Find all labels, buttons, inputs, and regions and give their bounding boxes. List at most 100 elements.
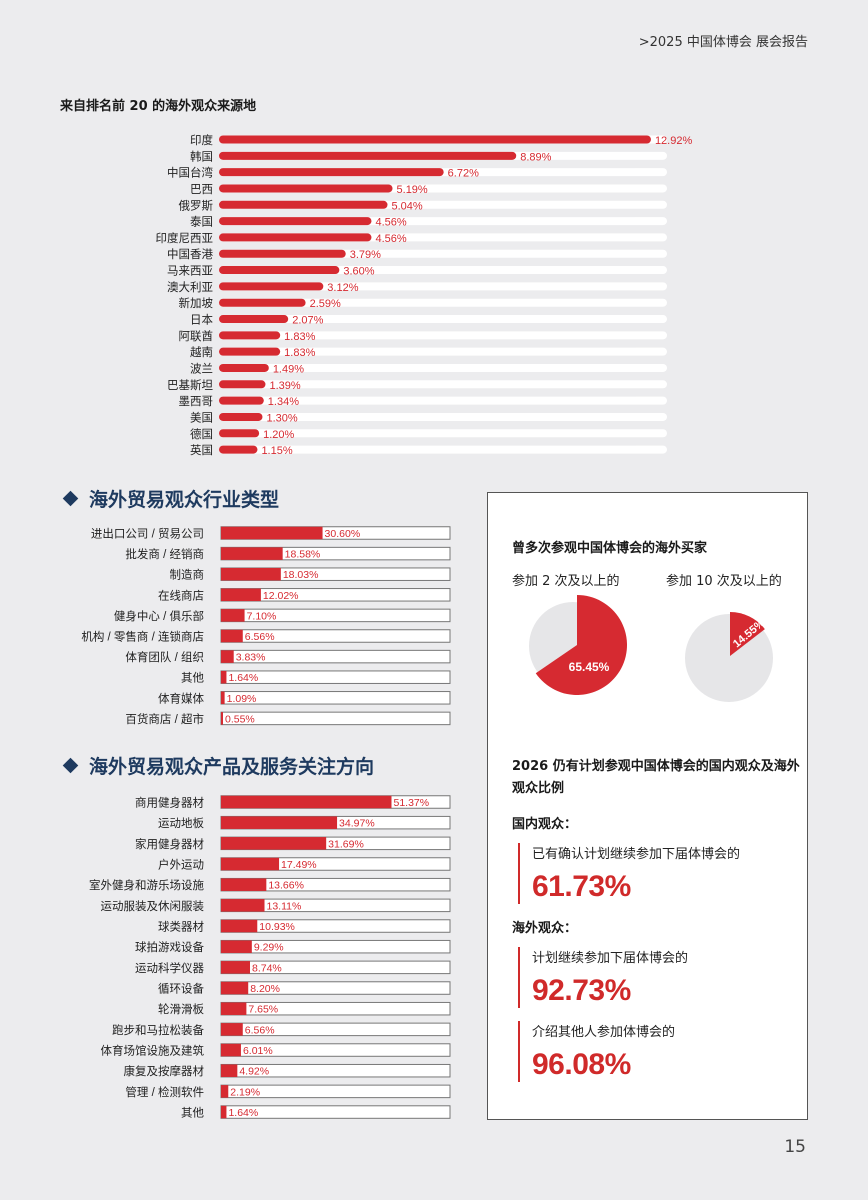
origin-bar: [219, 135, 651, 144]
industry-value-label: 7.10%: [247, 610, 277, 622]
origin-value-label: 12.92%: [655, 135, 693, 147]
origin-category-label: 印度尼西亚: [156, 231, 214, 245]
product-bar: [221, 878, 267, 891]
product-bar-track: [220, 981, 451, 995]
product-value-label: 7.65%: [248, 1004, 278, 1016]
origin-value-label: 1.30%: [266, 412, 297, 424]
repeat-visitor-pies: 65.45%14.55%: [529, 595, 773, 702]
product-bar-track: [220, 1063, 451, 1078]
origin-bar-track: [219, 217, 667, 226]
product-category-label: 室外健身和游乐场设施: [89, 878, 204, 892]
domestic-stat-text: 已有确认计划继续参加下届体博会的: [532, 847, 741, 862]
origin-bar-track: [219, 266, 667, 275]
product-bar: [221, 1043, 241, 1057]
product-bar: [221, 1064, 238, 1077]
product-category-label: 户外运动: [158, 858, 204, 872]
origin-category-label: 马来西亚: [167, 265, 213, 278]
origin-category-label: 英国: [190, 443, 213, 457]
pie1-value-label: 65.45%: [569, 660, 610, 674]
industry-section-title: 海外贸易观众行业类型: [89, 489, 280, 511]
overseas-label: 海外观众：: [512, 921, 578, 936]
industry-bar: [221, 547, 283, 560]
product-value-label: 1.64%: [228, 1107, 258, 1119]
origin-value-label: 1.39%: [269, 380, 300, 392]
product-value-label: 13.11%: [267, 900, 302, 912]
product-bar-track: [220, 795, 451, 809]
industry-category-label: 在线商店: [158, 588, 204, 602]
origin-bar-track: [219, 331, 667, 340]
industry-value-label: 6.56%: [245, 631, 275, 643]
origin-category-label: 韩国: [190, 149, 213, 163]
product-bar: [221, 857, 280, 871]
origin-bar: [219, 412, 263, 421]
product-bar: [221, 961, 251, 974]
overseas-stat-return: 计划继续参加下届体博会的 92.73%: [518, 947, 688, 1008]
product-bar: [221, 837, 327, 850]
product-category-label: 球拍游戏设备: [135, 940, 204, 954]
product-bar-track: [220, 1043, 451, 1057]
industry-value-label: 0.55%: [225, 713, 255, 725]
industry-category-label: 机构 / 零售商 / 连锁商店: [81, 630, 204, 644]
domestic-stat: 已有确认计划继续参加下届体博会的 61.73%: [518, 843, 740, 904]
origin-value-label: 1.20%: [263, 429, 294, 441]
origin-category-label: 德国: [190, 427, 213, 441]
industry-value-label: 30.60%: [325, 528, 361, 540]
origin-category-label: 泰国: [190, 215, 213, 229]
origin-category-label: 巴西: [190, 184, 213, 196]
origin-value-label: 6.72%: [448, 168, 479, 180]
industry-category-label: 百货商店 / 超市: [125, 712, 204, 726]
origin-category-label: 澳大利亚: [167, 280, 213, 294]
origin-category-label: 越南: [190, 345, 213, 359]
product-category-label: 商用健身器材: [135, 796, 204, 810]
industry-bar-track: [220, 526, 451, 540]
origin-value-label: 1.15%: [261, 445, 292, 457]
product-bar-track: [220, 960, 451, 975]
industry-category-label: 体育媒体: [158, 691, 204, 705]
origin-value-label: 1.49%: [273, 363, 304, 375]
product-bar: [221, 795, 392, 809]
industry-bar: [221, 691, 225, 705]
overseas-stat-refer-value: 96.08%: [532, 1048, 631, 1081]
industry-category-label: 制造商: [170, 568, 205, 582]
product-section-title: 海外贸易观众产品及服务关注方向: [89, 756, 375, 778]
industry-category-label: 其他: [181, 672, 204, 685]
product-value-label: 8.74%: [252, 962, 282, 974]
industry-bar-track: [220, 588, 451, 602]
industry-value-label: 12.02%: [263, 590, 299, 602]
product-bar-track: [220, 919, 451, 933]
industry-bar: [221, 712, 223, 725]
product-value-label: 10.93%: [259, 921, 295, 933]
origin-bar: [219, 445, 258, 454]
origin-category-label: 中国香港: [167, 248, 213, 261]
industry-bar-track: [220, 629, 451, 643]
return-intent-title: 2026 仍有计划参观中国体博会的国内观众及海外观众比例: [512, 759, 800, 796]
product-value-label: 8.20%: [250, 983, 280, 995]
product-category-label: 运动科学仪器: [135, 961, 204, 975]
origin-value-label: 1.83%: [284, 331, 315, 343]
origin-bar-track: [219, 445, 667, 454]
origin-value-label: 4.56%: [375, 233, 406, 245]
product-value-label: 17.49%: [281, 859, 317, 871]
industry-section-heading: 海外贸易观众行业类型: [62, 485, 279, 512]
industry-category-label: 体育团队 / 组织: [125, 650, 204, 664]
product-bar-track: [220, 857, 451, 871]
origin-bar-track: [219, 429, 667, 438]
origin-bar: [219, 429, 260, 438]
origin-bar: [219, 168, 444, 177]
report-header: >2025 中国体博会 展会报告: [638, 35, 808, 50]
origin-category-label: 美国: [190, 410, 213, 424]
product-bar-track: [220, 1001, 451, 1016]
product-value-label: 4.92%: [239, 1066, 269, 1078]
product-value-label: 2.19%: [230, 1086, 260, 1098]
industry-bar: [221, 609, 245, 622]
product-value-label: 6.56%: [245, 1024, 275, 1036]
origin-bar-track: [219, 380, 667, 389]
origin-value-label: 2.07%: [292, 315, 323, 327]
industry-bar: [221, 567, 281, 581]
origin-value-label: 1.83%: [284, 347, 315, 359]
product-bar: [221, 1023, 243, 1036]
origin-category-label: 日本: [190, 313, 213, 327]
overseas-stat-refer: 介绍其他人参加体博会的 96.08%: [518, 1021, 675, 1082]
industry-value-label: 18.03%: [283, 569, 319, 581]
product-bar: [221, 919, 258, 933]
